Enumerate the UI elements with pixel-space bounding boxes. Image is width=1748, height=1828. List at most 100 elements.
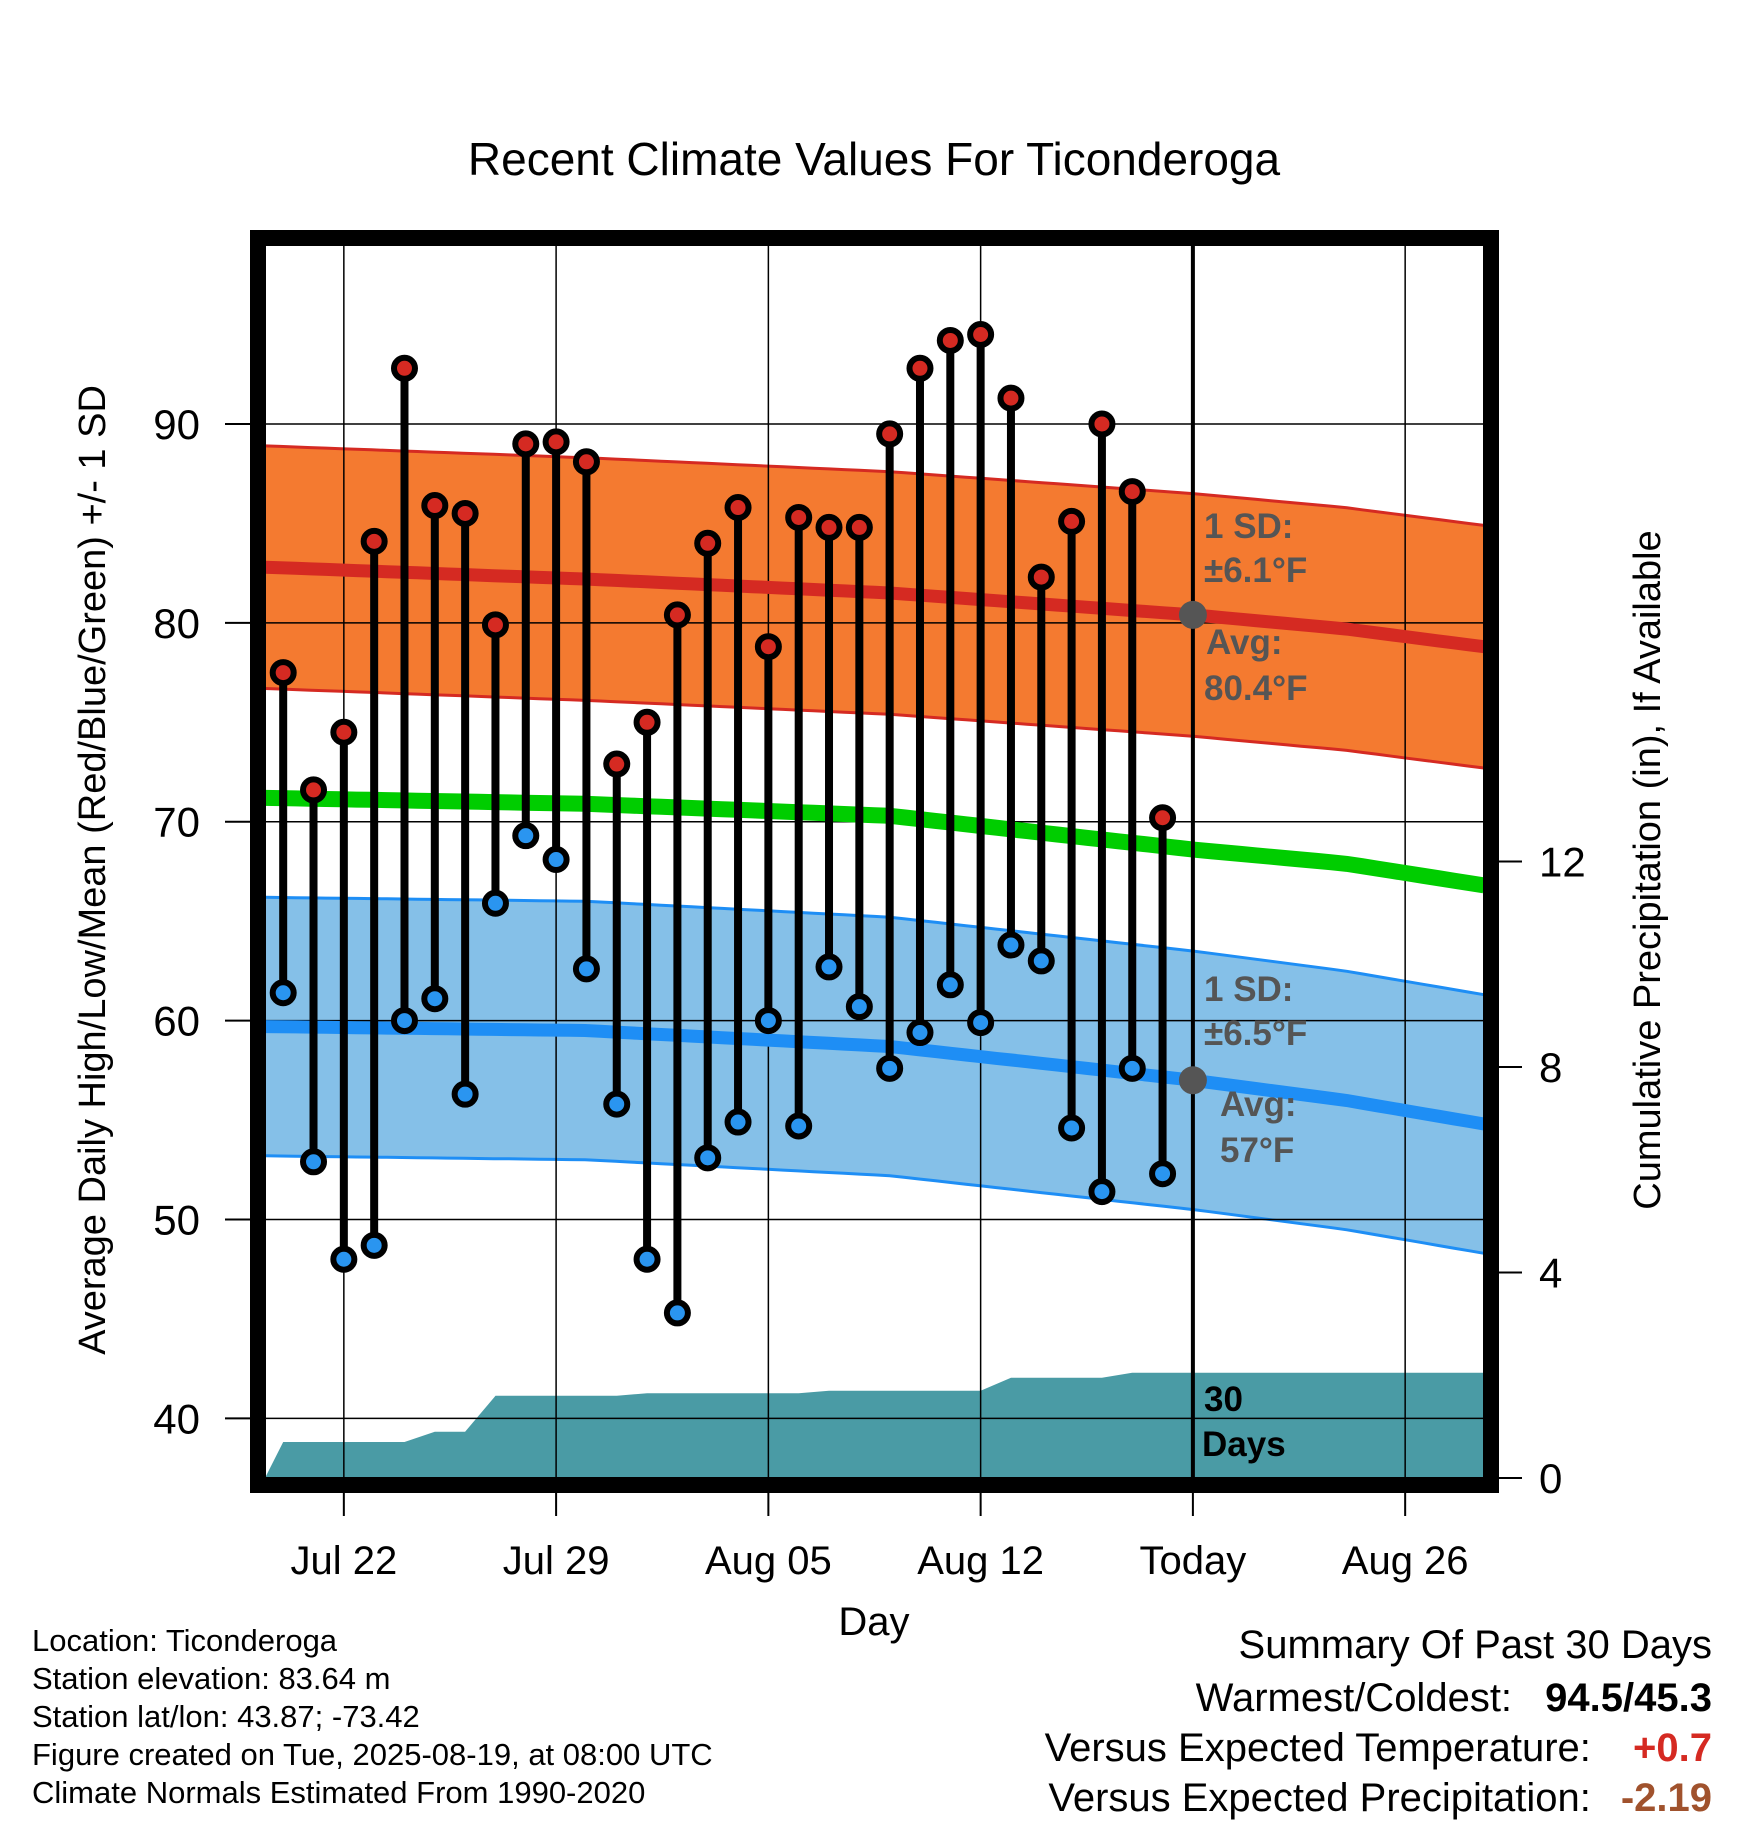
daily-high-point [481, 611, 509, 639]
daily-low-point [300, 1148, 328, 1176]
temp-value: +0.7 [1633, 1726, 1712, 1770]
y2-axis-label: Cumulative Precipitation (in), If Availa… [1627, 530, 1669, 1209]
plot-frame [250, 230, 1499, 1493]
today-normal-low-marker [1178, 1066, 1207, 1095]
daily-low-point [542, 846, 570, 874]
daily-high-point [906, 354, 934, 382]
daily-low-point [663, 1299, 691, 1327]
precip-label: Versus Expected Precipitation: [1048, 1776, 1591, 1820]
daily-high-point [1118, 478, 1146, 506]
daily-low-point [512, 822, 540, 850]
summary-title: Summary Of Past 30 Days [1238, 1623, 1712, 1667]
daily-high-point [724, 494, 752, 522]
chart-title: Recent Climate Values For Ticonderoga [468, 133, 1281, 185]
daily-high-point [1058, 507, 1086, 535]
daily-low-point [269, 979, 297, 1007]
plot-area: 1 SD: ±6.1°F Avg: 80.4°F 1 SD: ±6.5°F Avg: 57°F… [153, 230, 1586, 1583]
daily-high-point [694, 529, 722, 557]
daily-low-point [906, 1019, 934, 1047]
low-sd-band [265, 897, 1484, 1254]
low-avg-label: Avg: [1220, 1085, 1296, 1124]
daily-high-point [1149, 804, 1177, 832]
elevation-text: Station elevation: 83.64 m [32, 1661, 391, 1696]
daily-high-point [876, 420, 904, 448]
daily-low-point [815, 953, 843, 981]
station-info: Location: Ticonderoga Station elevation:… [32, 1622, 713, 1812]
y2-tick-label: 4 [1539, 1250, 1562, 1297]
summary-precip: Versus Expected Precipitation: -2.19 [1048, 1776, 1712, 1821]
daily-high-point [754, 633, 782, 661]
high-avg-value: 80.4°F [1204, 669, 1308, 708]
daily-high-point [421, 492, 449, 520]
location-text: Location: Ticonderoga [32, 1623, 338, 1658]
y-tick-label: 70 [153, 799, 200, 846]
y-tick-label: 90 [153, 401, 200, 448]
today-normal-high-marker [1178, 600, 1207, 629]
y2-tick-label: 12 [1539, 839, 1586, 886]
daily-high-point [845, 513, 873, 541]
daily-low-point [936, 971, 964, 999]
daily-low-point [845, 993, 873, 1021]
daily-high-point [633, 708, 661, 736]
daily-high-point [512, 430, 540, 458]
daily-high-point [967, 320, 995, 348]
created-text: Figure created on Tue, 2025-08-19, at 08… [32, 1737, 713, 1772]
low-avg-value: 57°F [1220, 1131, 1294, 1170]
summary-temp: Versus Expected Temperature: +0.7 [1045, 1726, 1712, 1771]
x-tick-label: Jul 22 [290, 1539, 397, 1583]
daily-low-point [451, 1080, 479, 1108]
daily-low-point [967, 1009, 995, 1037]
daily-low-point [876, 1054, 904, 1082]
precip-days-count: 30 [1204, 1380, 1243, 1419]
daily-low-point [360, 1231, 388, 1259]
daily-high-point [572, 448, 600, 476]
y-tick-label: 80 [153, 600, 200, 647]
x-tick-label: Aug 26 [1342, 1539, 1469, 1583]
daily-low-point [330, 1245, 358, 1273]
y-tick-label: 60 [153, 998, 200, 1045]
latlon-text: Station lat/lon: 43.87; -73.42 [32, 1699, 420, 1734]
x-tick-label: Aug 05 [705, 1539, 832, 1583]
low-sd-label: 1 SD: [1204, 970, 1293, 1009]
daily-low-point [997, 931, 1025, 959]
daily-high-point [330, 718, 358, 746]
daily-low-point [633, 1245, 661, 1273]
low-sd-value: ±6.5°F [1204, 1014, 1307, 1053]
daily-low-point [694, 1144, 722, 1172]
daily-low-point [1118, 1054, 1146, 1082]
daily-high-point [390, 354, 418, 382]
y-tick-label: 40 [153, 1395, 200, 1442]
x-tick-label: Aug 12 [917, 1539, 1044, 1583]
temp-label: Versus Expected Temperature: [1044, 1726, 1591, 1770]
precip-days-unit: Days [1202, 1425, 1286, 1464]
daily-low-point [1058, 1114, 1086, 1142]
daily-low-point [1088, 1178, 1116, 1206]
x-tick-label: Today [1140, 1539, 1247, 1583]
warm-cold-value: 94.5/45.3 [1545, 1676, 1712, 1720]
daily-high-point [785, 503, 813, 531]
y-axis-label: Average Daily High/Low/Mean (Red/Blue/Gr… [72, 385, 114, 1355]
high-avg-label: Avg: [1206, 623, 1282, 662]
daily-high-point [269, 659, 297, 687]
warm-cold-label: Warmest/Coldest: [1195, 1676, 1513, 1720]
normal-mean-line [264, 789, 1486, 894]
x-axis-label: Day [838, 1600, 909, 1644]
summary-warm-cold: Warmest/Coldest: 94.5/45.3 [1196, 1676, 1712, 1721]
daily-low-point [572, 955, 600, 983]
high-sd-upper-edge [264, 444, 1485, 527]
daily-low-point [724, 1108, 752, 1136]
precip-area [265, 1372, 1484, 1478]
daily-low-point [481, 889, 509, 917]
high-sd-value: ±6.1°F [1204, 551, 1307, 590]
daily-low-point [1149, 1160, 1177, 1188]
high-sd-band [265, 445, 1484, 768]
daily-low-point [603, 1090, 631, 1118]
daily-low-point [1027, 947, 1055, 975]
y2-tick-label: 8 [1539, 1044, 1562, 1091]
daily-low-point [390, 1007, 418, 1035]
precip-value: -2.19 [1620, 1776, 1712, 1820]
daily-low-point [421, 985, 449, 1013]
y-tick-label: 50 [153, 1196, 200, 1243]
normals-text: Climate Normals Estimated From 1990-2020 [32, 1775, 646, 1810]
